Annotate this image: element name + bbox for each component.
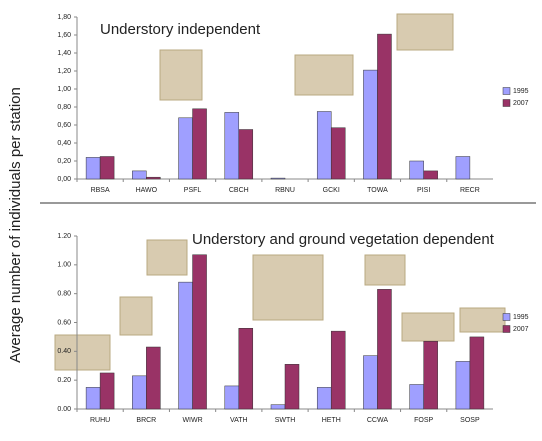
y-tick-label: 1.00: [57, 262, 71, 269]
x-tick-label: VATH: [230, 417, 248, 424]
bar: [178, 117, 193, 180]
y-tick-label: 0,40: [57, 140, 71, 147]
bar: [85, 157, 101, 180]
bar: [409, 384, 424, 410]
x-tick-label: CBCH: [229, 187, 249, 194]
y-tick-label: 0.20: [57, 377, 71, 384]
bar: [192, 108, 207, 180]
y-tick-label: 0,60: [57, 122, 71, 129]
bar: [455, 156, 471, 180]
bar: [363, 355, 378, 410]
bird-image: [119, 296, 153, 336]
bar: [409, 160, 424, 180]
bird-image: [459, 307, 506, 333]
bar: [132, 375, 147, 410]
bird-image: [364, 254, 406, 286]
x-tick-label: HETH: [322, 417, 341, 424]
y-tick-label: 0,80: [57, 104, 71, 111]
y-tick-label: 0,20: [57, 158, 71, 165]
bar: [316, 387, 332, 410]
legend-swatch: [502, 313, 511, 321]
bird-images: [54, 13, 506, 371]
y-tick-label: 1,00: [57, 86, 71, 93]
bar: [192, 254, 207, 410]
legend-swatch: [502, 325, 511, 333]
y-tick-label: 1,60: [57, 32, 71, 39]
bar: [85, 387, 101, 410]
legend-swatch: [502, 99, 511, 107]
bar: [330, 330, 346, 410]
chart-title: Understory and ground vegetation depende…: [192, 231, 495, 248]
bird-image: [396, 13, 454, 51]
x-tick-label: RECR: [460, 187, 480, 194]
bird-image: [54, 334, 111, 371]
x-tick-label: CCWA: [367, 417, 388, 424]
bird-image: [159, 49, 203, 101]
legend-swatch: [502, 87, 511, 95]
bar: [455, 361, 471, 410]
bar: [99, 156, 115, 180]
y-tick-label: 1,80: [57, 14, 71, 21]
x-tick-label: RBSA: [91, 187, 110, 194]
bar: [224, 112, 240, 180]
bar: [330, 127, 346, 180]
x-tick-label: RUHU: [90, 417, 110, 424]
x-tick-label: TOWA: [367, 187, 388, 194]
bar: [146, 176, 161, 180]
x-tick-label: SWTH: [275, 417, 296, 424]
x-tick-label: RBNU: [275, 187, 295, 194]
bar: [270, 404, 286, 410]
bar: [284, 364, 300, 410]
legend-label: 1995: [513, 88, 529, 95]
chart-title: Understory independent: [100, 21, 261, 38]
x-tick-label: BRCR: [136, 417, 156, 424]
x-tick-label: GCKI: [323, 187, 340, 194]
x-tick-label: WIWR: [182, 417, 202, 424]
y-tick-label: 1,20: [57, 68, 71, 75]
bar: [146, 346, 161, 410]
bar: [132, 170, 147, 180]
y-tick-label: 1.20: [57, 233, 71, 240]
y-axis-label: Average number of individuals per statio…: [7, 87, 24, 363]
bar: [469, 336, 485, 410]
legend-label: 2007: [513, 326, 529, 333]
x-tick-label: PISI: [417, 187, 430, 194]
bar: [363, 69, 378, 180]
bar: [377, 33, 392, 180]
bar: [238, 129, 254, 180]
bar: [99, 372, 115, 410]
y-tick-label: 0.40: [57, 348, 71, 355]
legend-label: 1995: [513, 314, 529, 321]
y-tick-label: 0,00: [57, 176, 71, 183]
bar: [423, 340, 438, 410]
x-tick-label: SOSP: [460, 417, 480, 424]
y-tick-label: 0.00: [57, 406, 71, 413]
bar: [224, 385, 240, 410]
bird-image: [252, 254, 324, 321]
bar: [178, 281, 193, 410]
x-tick-label: FOSP: [414, 417, 433, 424]
y-tick-label: 1,40: [57, 50, 71, 57]
bar: [270, 177, 286, 180]
x-tick-label: PSFL: [184, 187, 202, 194]
y-tick-label: 0.60: [57, 319, 71, 326]
bird-image: [401, 312, 455, 342]
bar: [423, 170, 438, 180]
y-tick-label: 0.80: [57, 291, 71, 298]
bird-image: [294, 54, 354, 96]
bird-image: [146, 239, 188, 276]
x-tick-label: HAWO: [136, 187, 158, 194]
legend-label: 2007: [513, 100, 529, 107]
bar: [238, 328, 254, 410]
bar: [316, 111, 332, 180]
bar: [377, 289, 392, 410]
